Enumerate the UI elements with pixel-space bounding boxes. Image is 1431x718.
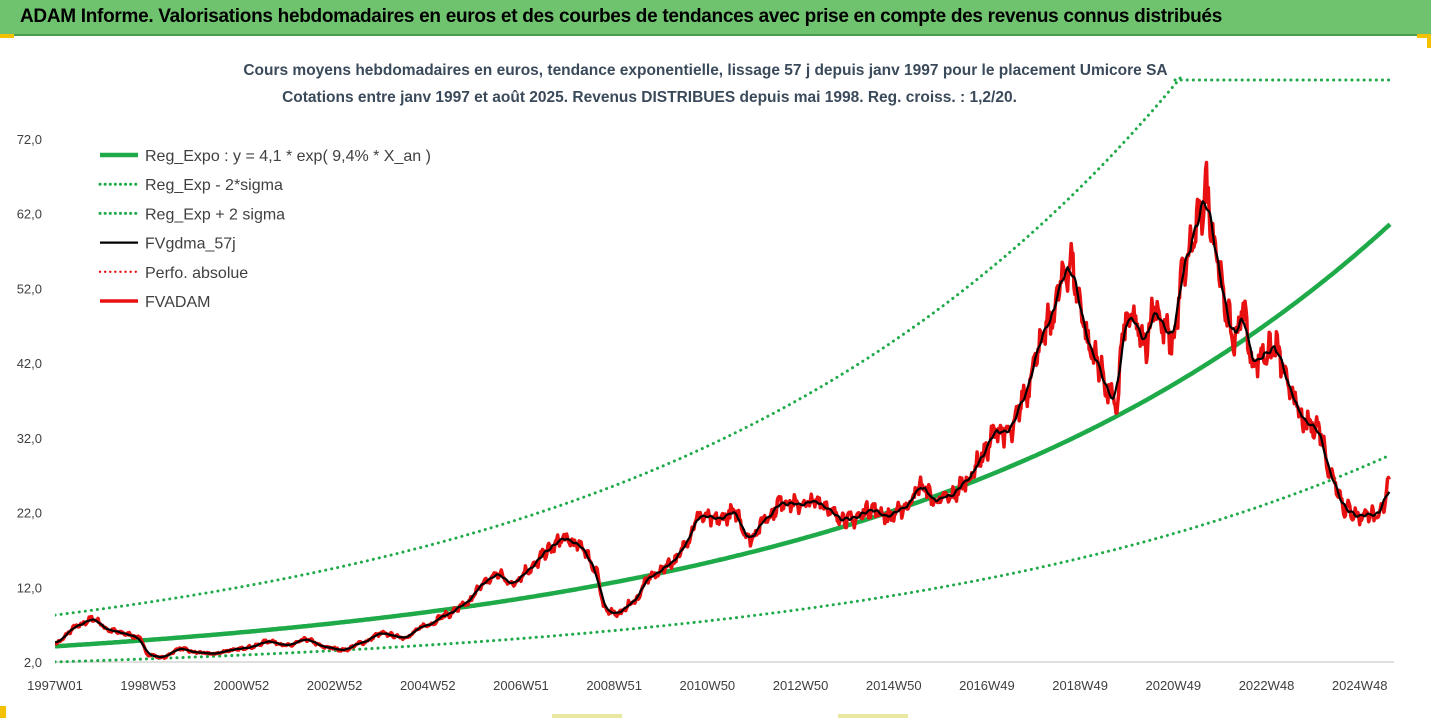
legend-label: FVgdma_57j — [145, 236, 236, 253]
legend-label: Reg_Exp - 2*sigma — [145, 177, 283, 194]
y-tick-label: 42,0 — [17, 356, 42, 371]
x-tick-label: 2004W52 — [400, 678, 456, 693]
x-tick-label: 2010W50 — [680, 678, 736, 693]
series-reg-upper-band — [55, 76, 1184, 617]
x-tick-label: 2002W52 — [307, 678, 363, 693]
y-tick-label: 22,0 — [17, 506, 42, 521]
x-tick-label: 2016W49 — [959, 678, 1015, 693]
bottom-mark — [838, 714, 908, 718]
corner-mark — [0, 34, 14, 38]
x-tick-label: 2014W50 — [866, 678, 922, 693]
series-reg-lower-band — [55, 453, 1392, 664]
x-tick-label: 2022W48 — [1239, 678, 1295, 693]
x-tick-label: 1998W53 — [120, 678, 176, 693]
report-title: ADAM Informe. Valorisations hebdomadaire… — [20, 6, 1222, 27]
corner-mark — [0, 706, 6, 718]
y-tick-label: 2,0 — [24, 655, 42, 670]
report-header-bar: ADAM Informe. Valorisations hebdomadaire… — [0, 0, 1431, 36]
series-fvgdma-57j — [55, 200, 1391, 659]
x-tick-label: 2024W48 — [1332, 678, 1388, 693]
chart-title: Cours moyens hebdomadaires en euros, ten… — [243, 62, 1168, 79]
x-tick-label: 1997W01 — [27, 678, 83, 693]
chart-legend: Reg_Expo : y = 4,1 * exp( 9,4% * X_an ) R… — [98, 148, 431, 311]
x-tick-label: 2020W49 — [1145, 678, 1201, 693]
x-tick-label: 2012W50 — [773, 678, 829, 693]
chart-axes: 2,0 12,0 22,0 32,0 42,0 52,0 62,0 72,0 1997W01 19… — [17, 132, 1394, 693]
x-tick-label: 2006W51 — [493, 678, 549, 693]
y-tick-label: 32,0 — [17, 431, 42, 446]
x-tick-label: 2018W49 — [1052, 678, 1108, 693]
corner-mark — [1427, 34, 1431, 48]
y-tick-label: 52,0 — [17, 281, 42, 296]
chart-subtitle: Cotations entre janv 1997 et août 2025. … — [282, 89, 1017, 106]
x-tick-label: 2000W52 — [214, 678, 270, 693]
bottom-mark — [552, 714, 622, 718]
legend-label: Perfo. absolue — [145, 265, 248, 282]
y-tick-label: 62,0 — [17, 207, 42, 222]
legend-label: Reg_Expo : y = 4,1 * exp( 9,4% * X_an ) — [145, 148, 431, 165]
legend-label: Reg_Exp + 2 sigma — [145, 206, 285, 223]
y-tick-label: 72,0 — [17, 132, 42, 147]
y-tick-label: 12,0 — [17, 580, 42, 595]
corner-mark — [1417, 34, 1431, 38]
x-tick-label: 2008W51 — [586, 678, 642, 693]
legend-label: FVADAM — [145, 294, 210, 311]
series-reg-expo — [55, 222, 1392, 649]
chart-series-lines — [55, 76, 1394, 664]
